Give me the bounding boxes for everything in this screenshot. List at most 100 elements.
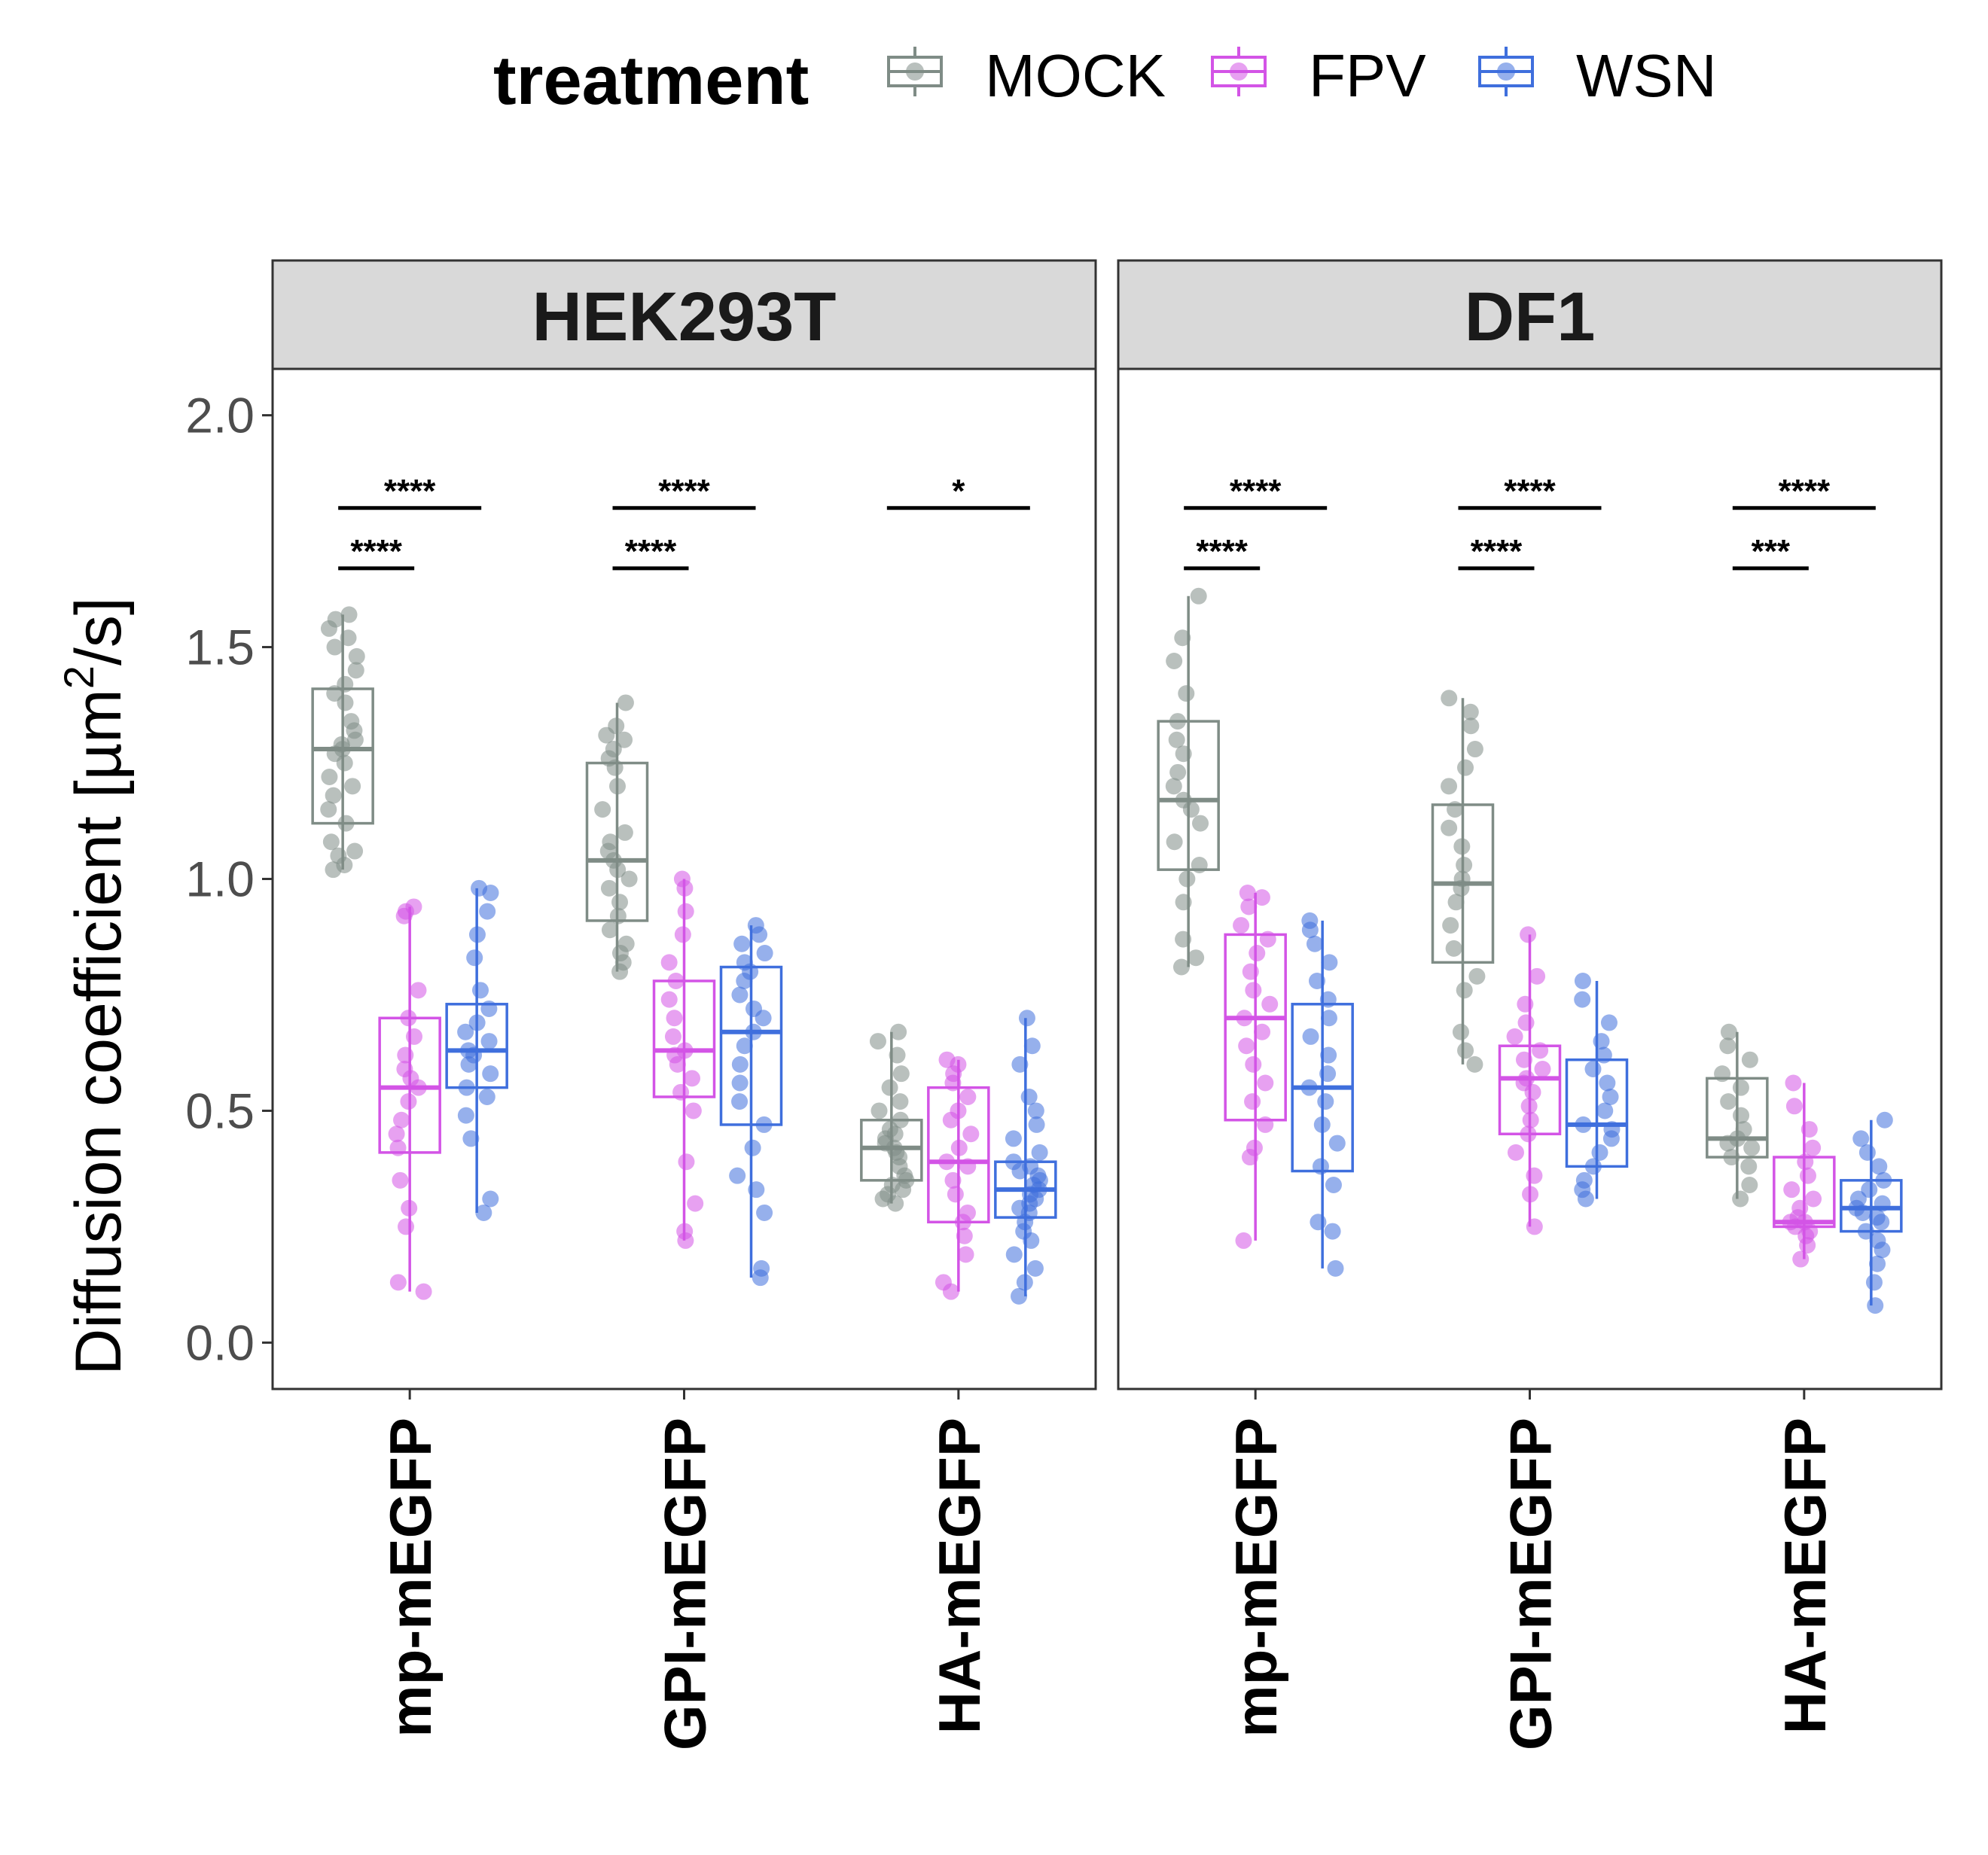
data-point [755,1116,773,1133]
box-iqr [445,1003,508,1089]
data-point [1190,587,1207,605]
facet-strip-label: DF1 [1465,279,1596,355]
data-point [1865,1274,1883,1291]
data-point [397,1046,414,1064]
data-point [326,638,343,656]
data-point [660,954,678,971]
data-point [1249,945,1266,962]
data-point [468,1014,486,1031]
data-point [1005,1246,1023,1263]
data-point [605,741,622,758]
significance-label: **** [384,473,436,510]
legend-label: WSN [1576,42,1717,109]
box-mock [1706,1023,1769,1208]
box-mock [311,606,374,879]
y-tick-label: 2.0 [185,388,255,443]
significance-label: *** [1752,533,1791,570]
data-point [1584,1158,1602,1175]
data-point [1591,1144,1608,1161]
data-point [1456,857,1473,874]
data-point [685,1102,702,1119]
data-point [1313,1116,1331,1133]
data-point [1172,958,1190,976]
box-fpv [378,898,441,1300]
data-point [1324,1223,1341,1240]
data-point [1800,1121,1818,1138]
data-point [1308,973,1325,989]
data-point [1858,1144,1876,1161]
facet-strip-label: HEK293T [532,279,837,355]
data-point [1166,833,1183,851]
box-fpv [1498,926,1562,1235]
data-point [617,694,634,711]
data-point [1869,1232,1886,1249]
significance-bracket: **** [1184,473,1328,510]
data-point [405,898,422,915]
data-point [468,926,486,943]
data-point [890,1023,907,1040]
data-point [1442,917,1459,934]
data-point [1719,1037,1736,1055]
significance-bracket: **** [338,533,415,571]
data-point [1876,1111,1893,1129]
significance-bracket: *** [1732,533,1809,571]
box-iqr [1157,720,1220,871]
data-point [1457,1042,1474,1059]
data-point [1517,995,1534,1013]
data-point [1257,1116,1274,1133]
y-tick-label: 1.0 [185,851,255,907]
facet-strip [271,259,1097,370]
data-point [892,1065,910,1083]
data-point [466,949,483,967]
data-point [347,662,364,679]
data-point [1517,1014,1535,1031]
data-point [1191,857,1208,874]
data-point [1520,926,1537,943]
data-point [340,629,357,647]
box-iqr [1224,933,1287,1122]
data-point [609,907,627,924]
data-point [1507,1144,1524,1161]
data-point [1732,1079,1749,1096]
data-point [616,824,633,841]
data-point [343,713,360,730]
data-point [736,954,753,971]
data-point [1022,1158,1039,1175]
legend: treatment MOCK FPV WSN [493,42,1717,119]
significance-bracket: **** [1184,533,1261,571]
data-point [1320,1046,1337,1064]
data-point [1018,1010,1035,1027]
data-point [478,1088,495,1105]
data-point [1301,912,1319,929]
data-point [733,935,751,952]
data-point [1857,1223,1874,1240]
data-point [744,1139,761,1156]
data-point [457,1023,474,1040]
data-point [753,1260,770,1277]
data-point [1602,1088,1619,1105]
data-point [410,982,427,999]
y-tick-label: 0.0 [185,1314,255,1370]
data-point [1306,935,1323,952]
data-point [398,1218,415,1235]
data-point [889,1046,906,1064]
data-point [1861,1181,1878,1199]
data-point [457,1107,474,1124]
data-point [396,1061,413,1078]
data-point [1178,870,1196,888]
legend-item-wsn: WSN [1478,42,1717,109]
data-point [1852,1130,1870,1147]
significance-label: **** [1779,473,1831,510]
data-point [480,1033,498,1050]
data-point [1867,1297,1884,1314]
data-point [1595,1046,1612,1064]
data-point [1456,982,1473,999]
data-point [1328,1135,1346,1152]
data-point [1462,717,1480,735]
data-point [1741,1177,1758,1193]
significance-bracket: **** [1458,473,1602,510]
category-group-ha-megfp: HA-mEGFP * [860,473,1057,1734]
data-point [883,1177,901,1193]
data-point [1026,1260,1044,1277]
significance-bracket: **** [612,533,689,571]
